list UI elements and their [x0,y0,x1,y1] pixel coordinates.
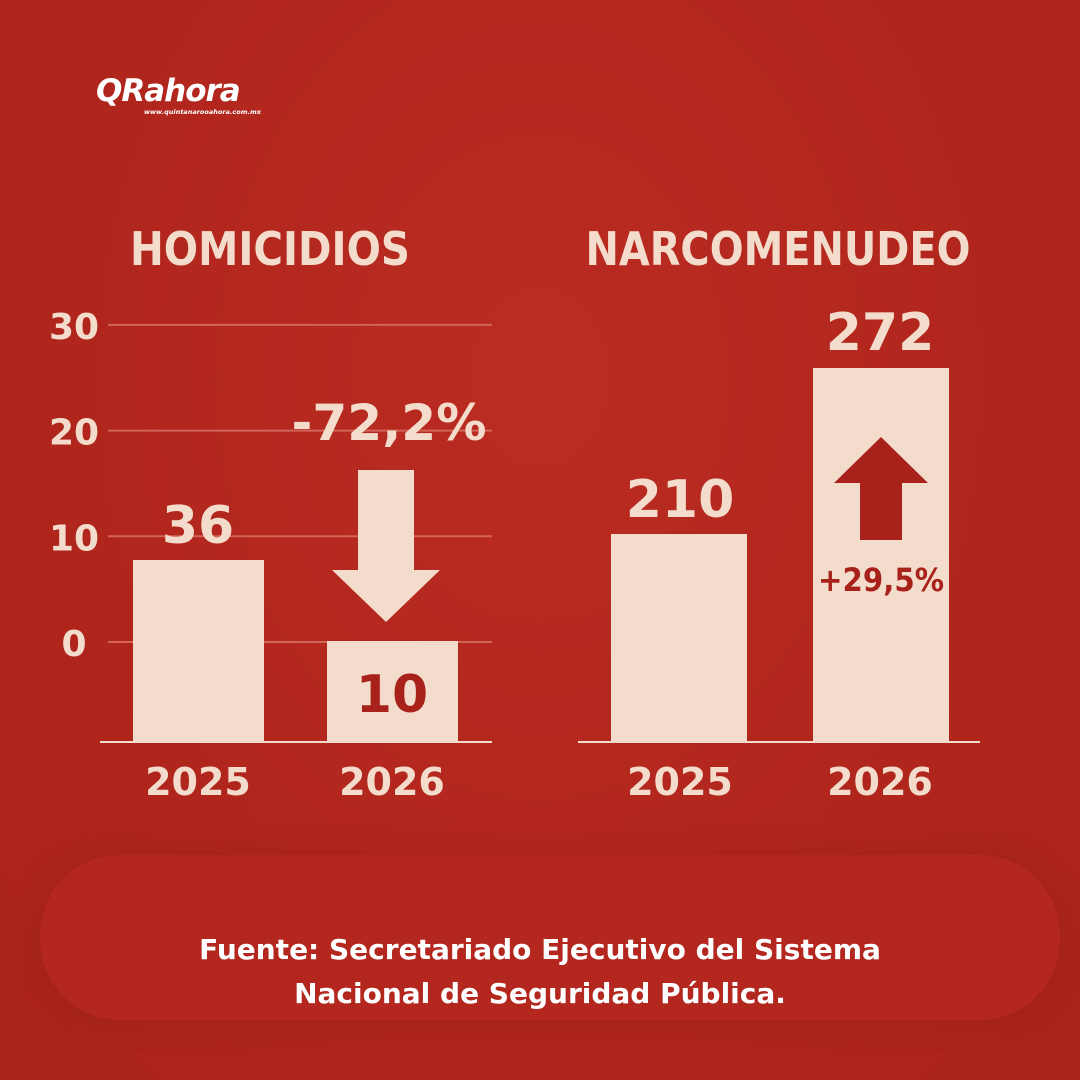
category-label-2025: 2025 [627,760,733,804]
bar-2025 [611,534,747,742]
category-label-2026: 2026 [827,760,933,804]
source-line-2: Nacional de Seguridad Pública. [294,977,786,1010]
logo: QRahora www.quintanarooahora.com.mx [96,73,261,117]
logo-url: www.quintanarooahora.com.mx [144,108,261,116]
y-tick-label-20: 20 [49,413,99,454]
change-label: -72,2% [292,394,487,452]
chart-homicidios: HOMICIDIOS 0 10 20 30 36 10 -72,2% 2025 202… [49,222,492,804]
y-tick-label-0: 0 [61,624,86,665]
category-label-2025: 2025 [145,760,251,804]
category-label-2026: 2026 [339,760,445,804]
y-axis-ticks: 0 10 20 30 [49,307,99,665]
y-tick-label-30: 30 [49,307,99,348]
value-label-2025: 36 [162,496,234,556]
source-band [40,855,1060,1020]
chart-narcomenudeo: NARCOMENUDEO 210 272 +29,5% 2025 2026 [578,222,980,804]
arrow-down-icon [332,470,440,622]
bar-2026 [327,641,458,742]
logo-wordmark: QRahora [96,73,241,109]
value-label-2025: 210 [626,470,735,530]
change-label: +29,5% [818,561,944,599]
chart-title: NARCOMENUDEO [586,222,971,276]
arrow-up-icon [834,437,928,540]
source-note: Fuente: Secretariado Ejecutivo del Siste… [0,928,1080,1016]
bar-2026 [813,368,949,742]
value-label-2026: 10 [356,665,428,725]
bar-2025 [133,560,264,742]
chart-title: HOMICIDIOS [130,222,410,276]
charts: HOMICIDIOS 0 10 20 30 36 10 -72,2% 2025 202… [49,222,980,804]
y-tick-label-10: 10 [49,518,99,559]
value-label-2026: 272 [826,303,935,363]
source-line-1: Fuente: Secretariado Ejecutivo del Siste… [199,933,881,966]
